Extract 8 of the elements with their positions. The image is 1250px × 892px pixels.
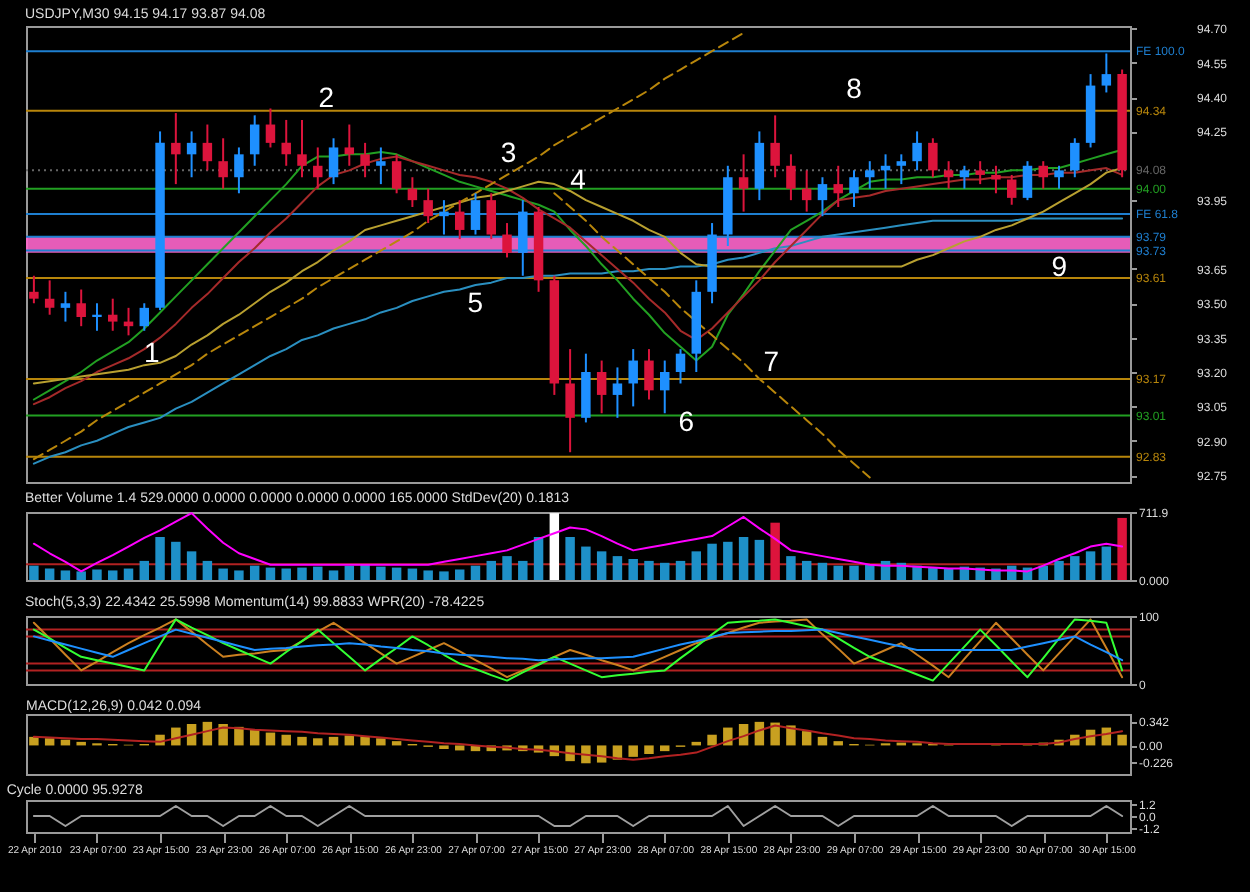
annotation: 8: [846, 71, 863, 104]
annotation: 5: [467, 286, 484, 319]
annotation: 3: [500, 135, 517, 168]
annotation: 4: [570, 163, 587, 196]
annotation: 9: [1051, 249, 1068, 282]
annotation: 1: [144, 336, 161, 369]
annotation: 7: [763, 345, 780, 378]
annotation: 2: [318, 80, 335, 113]
